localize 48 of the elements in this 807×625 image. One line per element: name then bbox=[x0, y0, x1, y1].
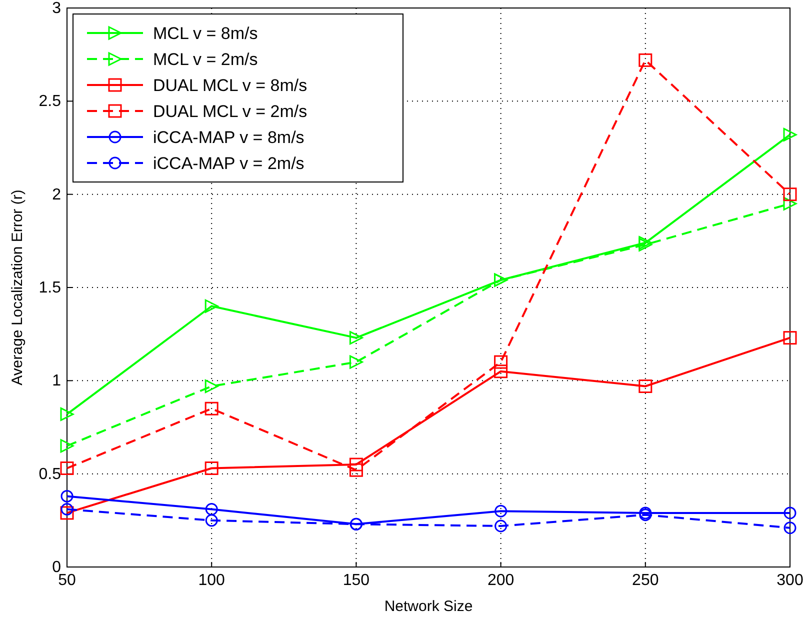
y-tick-label: 1 bbox=[52, 372, 62, 390]
point bbox=[204, 299, 218, 313]
point bbox=[204, 380, 218, 394]
point bbox=[60, 461, 74, 475]
point bbox=[494, 520, 508, 532]
legend-label: DUAL MCL v = 2m/s bbox=[153, 102, 308, 121]
point bbox=[783, 196, 797, 210]
point bbox=[349, 458, 363, 472]
x-tick-label: 100 bbox=[198, 572, 226, 589]
point bbox=[349, 463, 363, 477]
legend-label: MCL v = 8m/s bbox=[153, 24, 258, 43]
point bbox=[204, 461, 218, 475]
point bbox=[638, 53, 652, 67]
point bbox=[60, 490, 74, 502]
point bbox=[205, 502, 218, 516]
point bbox=[783, 331, 797, 345]
point bbox=[60, 502, 74, 516]
point bbox=[783, 188, 797, 202]
point bbox=[60, 407, 74, 421]
y-tick-label: 2.5 bbox=[38, 93, 62, 110]
legend-label: iCCA-MAP v = 8m/s bbox=[153, 128, 304, 147]
point bbox=[349, 355, 363, 369]
x-tick-label: 50 bbox=[58, 572, 76, 589]
y-tick-label: 0.5 bbox=[38, 466, 62, 483]
point bbox=[494, 364, 508, 378]
point bbox=[784, 522, 796, 534]
x-axis-title: Network Size bbox=[384, 598, 473, 615]
y-tick-label: 2 bbox=[52, 186, 62, 204]
y-axis-title: Average Localization Error (r) bbox=[9, 190, 26, 386]
point bbox=[784, 506, 796, 520]
point bbox=[205, 514, 218, 527]
point bbox=[204, 402, 218, 416]
x-tick-label: 200 bbox=[487, 572, 514, 589]
point bbox=[349, 331, 363, 345]
x-tick-label: 250 bbox=[632, 572, 659, 589]
point bbox=[60, 439, 74, 453]
y-tick-label: 3 bbox=[52, 0, 62, 17]
legend-label: DUAL MCL v = 8m/s bbox=[153, 76, 308, 95]
point bbox=[60, 506, 74, 520]
point bbox=[494, 355, 508, 369]
legend-label: MCL v = 2m/s bbox=[153, 50, 258, 69]
x-tick-label: 150 bbox=[342, 572, 370, 589]
y-tick-label: 1.5 bbox=[38, 280, 62, 296]
point bbox=[494, 504, 508, 518]
point bbox=[638, 380, 652, 394]
point bbox=[783, 128, 797, 142]
x-tick-label: 300 bbox=[776, 572, 804, 589]
legend-label: iCCA-MAP v = 2m/s bbox=[153, 154, 304, 173]
